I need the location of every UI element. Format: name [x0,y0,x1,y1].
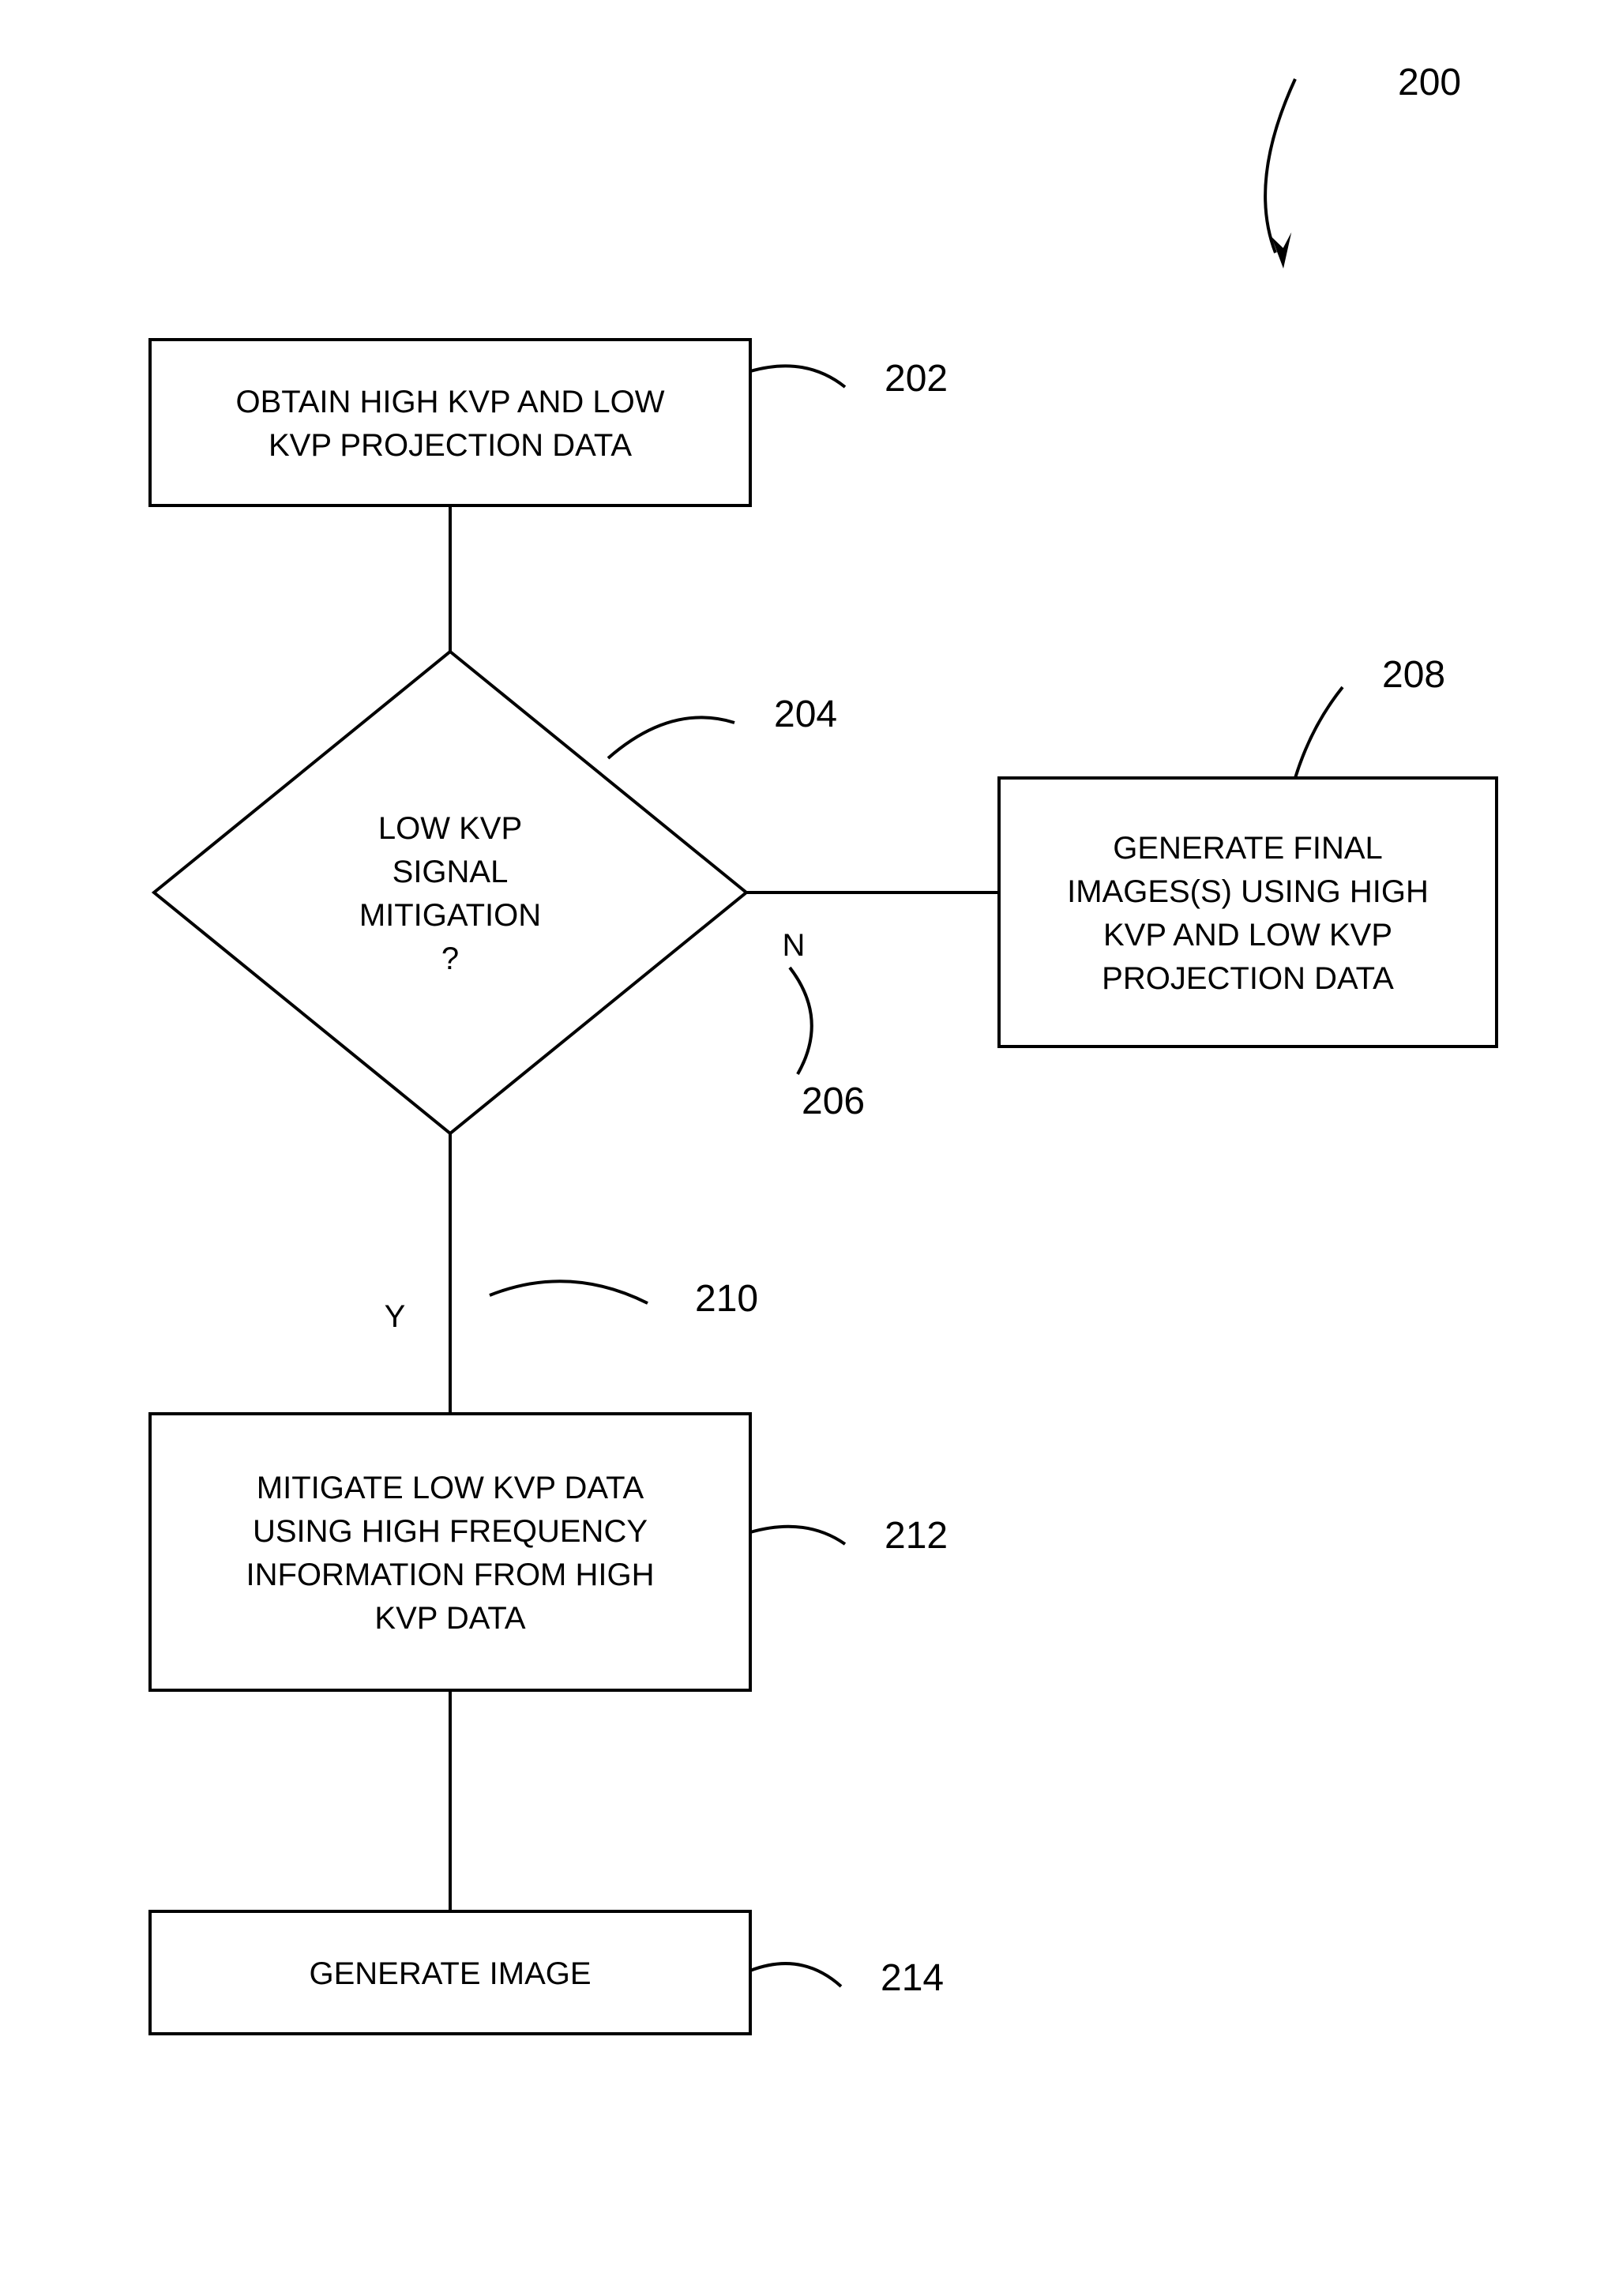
label-204: 204 [774,693,837,735]
branch-y: Y [385,1299,406,1334]
node-212-text-1: USING HIGH FREQUENCY [253,1514,648,1549]
node-204-text-3: ? [441,941,459,976]
node-208-text-2: KVP AND LOW KVP [1103,918,1392,953]
label-214: 214 [881,1957,944,1999]
label-212: 212 [885,1515,948,1557]
node-208 [999,778,1497,1047]
branch-n: N [783,928,806,963]
node-204-text-1: SIGNAL [393,855,509,889]
label-202: 202 [885,358,948,400]
label-206: 206 [802,1080,865,1122]
ref-label-200: 200 [1398,62,1461,103]
node-212-text-0: MITIGATE LOW KVP DATA [257,1471,644,1505]
node-212 [150,1414,750,1690]
node-204-text-0: LOW KVP [378,811,522,846]
node-208-text-1: IMAGES(S) USING HIGH [1067,874,1429,909]
node-202-text-0: OBTAIN HIGH KVP AND LOW [235,385,664,419]
node-212-text-2: INFORMATION FROM HIGH [246,1558,655,1592]
flowchart: 200 N 206 Y 210 OBTAIN HIGH KVP AND LOW KVP PR… [0,0,1619,2296]
node-204-text-2: MITIGATION [359,898,541,933]
label-210: 210 [695,1278,758,1320]
node-202-text-1: KVP PROJECTION DATA [269,428,632,463]
node-214-text-0: GENERATE IMAGE [309,1956,591,1991]
label-208: 208 [1382,654,1445,696]
node-208-text-0: GENERATE FINAL [1113,831,1383,866]
node-208-text-3: PROJECTION DATA [1102,961,1394,996]
node-212-text-3: KVP DATA [374,1601,525,1636]
node-202 [150,340,750,505]
